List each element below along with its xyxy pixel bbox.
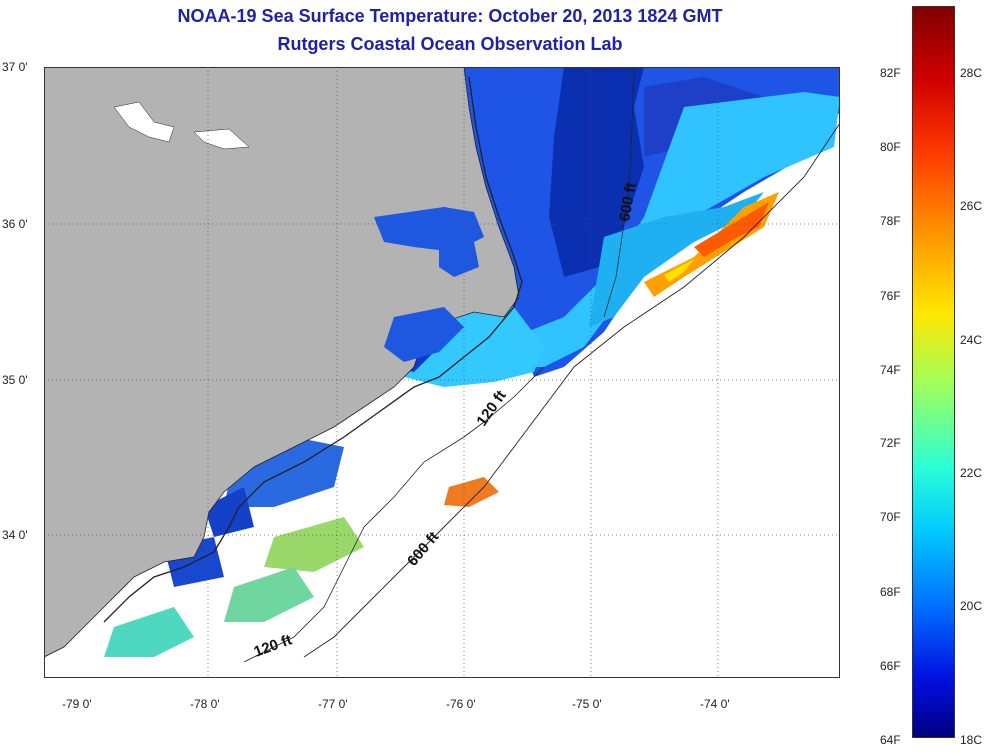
lon-label: -75 0' xyxy=(572,697,602,711)
sst-map: 120 ft 120 ft 600 ft 600 ft xyxy=(44,67,840,678)
barrier-islands xyxy=(103,76,523,623)
colorbar-label-f: 64F xyxy=(880,733,901,747)
graticule xyxy=(44,67,840,678)
lon-label: -78 0' xyxy=(190,697,220,711)
colorbar-label-c: 28C xyxy=(960,66,983,80)
map-title: NOAA-19 Sea Surface Temperature: October… xyxy=(177,6,723,26)
sound-water xyxy=(374,207,484,362)
colorbar-label-f: 70F xyxy=(880,510,901,524)
colorbar-label-f: 78F xyxy=(880,214,901,228)
colorbar-label-f: 74F xyxy=(880,363,901,377)
lon-label: -79 0' xyxy=(62,697,92,711)
lat-label: 34 0' xyxy=(2,528,28,542)
lon-label: -77 0' xyxy=(318,697,348,711)
colorbar-label-c: 22C xyxy=(960,466,983,480)
isobath-120ft xyxy=(243,366,545,663)
colorbar-label-f: 68F xyxy=(880,585,901,599)
colorbar-label-c: 20C xyxy=(960,599,983,613)
isobath-600ft xyxy=(303,122,840,658)
isobath-north xyxy=(603,67,635,318)
colorbar-label-c: 26C xyxy=(960,199,983,213)
lon-label: -74 0' xyxy=(700,697,730,711)
colorbar-label-f: 76F xyxy=(880,289,901,303)
colorbar-label-f: 80F xyxy=(880,140,901,154)
lon-label: -76 0' xyxy=(446,697,476,711)
temperature-colorbar xyxy=(912,6,955,738)
inland-water xyxy=(113,101,250,150)
map-frame xyxy=(44,67,840,678)
lat-label: 36 0' xyxy=(2,217,28,231)
colorbar-label-f: 72F xyxy=(880,436,901,450)
lat-label: 35 0' xyxy=(2,373,28,387)
map-subtitle: Rutgers Coastal Ocean Observation Lab xyxy=(277,34,623,54)
lat-label: 37 0' xyxy=(2,60,28,74)
colorbar-label-f: 66F xyxy=(880,659,901,673)
colorbar-label-f: 82F xyxy=(880,66,901,80)
isobath-label-600-north: 600 ft xyxy=(616,181,640,223)
colorbar-label-c: 18C xyxy=(960,733,983,747)
colorbar-label-c: 24C xyxy=(960,333,983,347)
